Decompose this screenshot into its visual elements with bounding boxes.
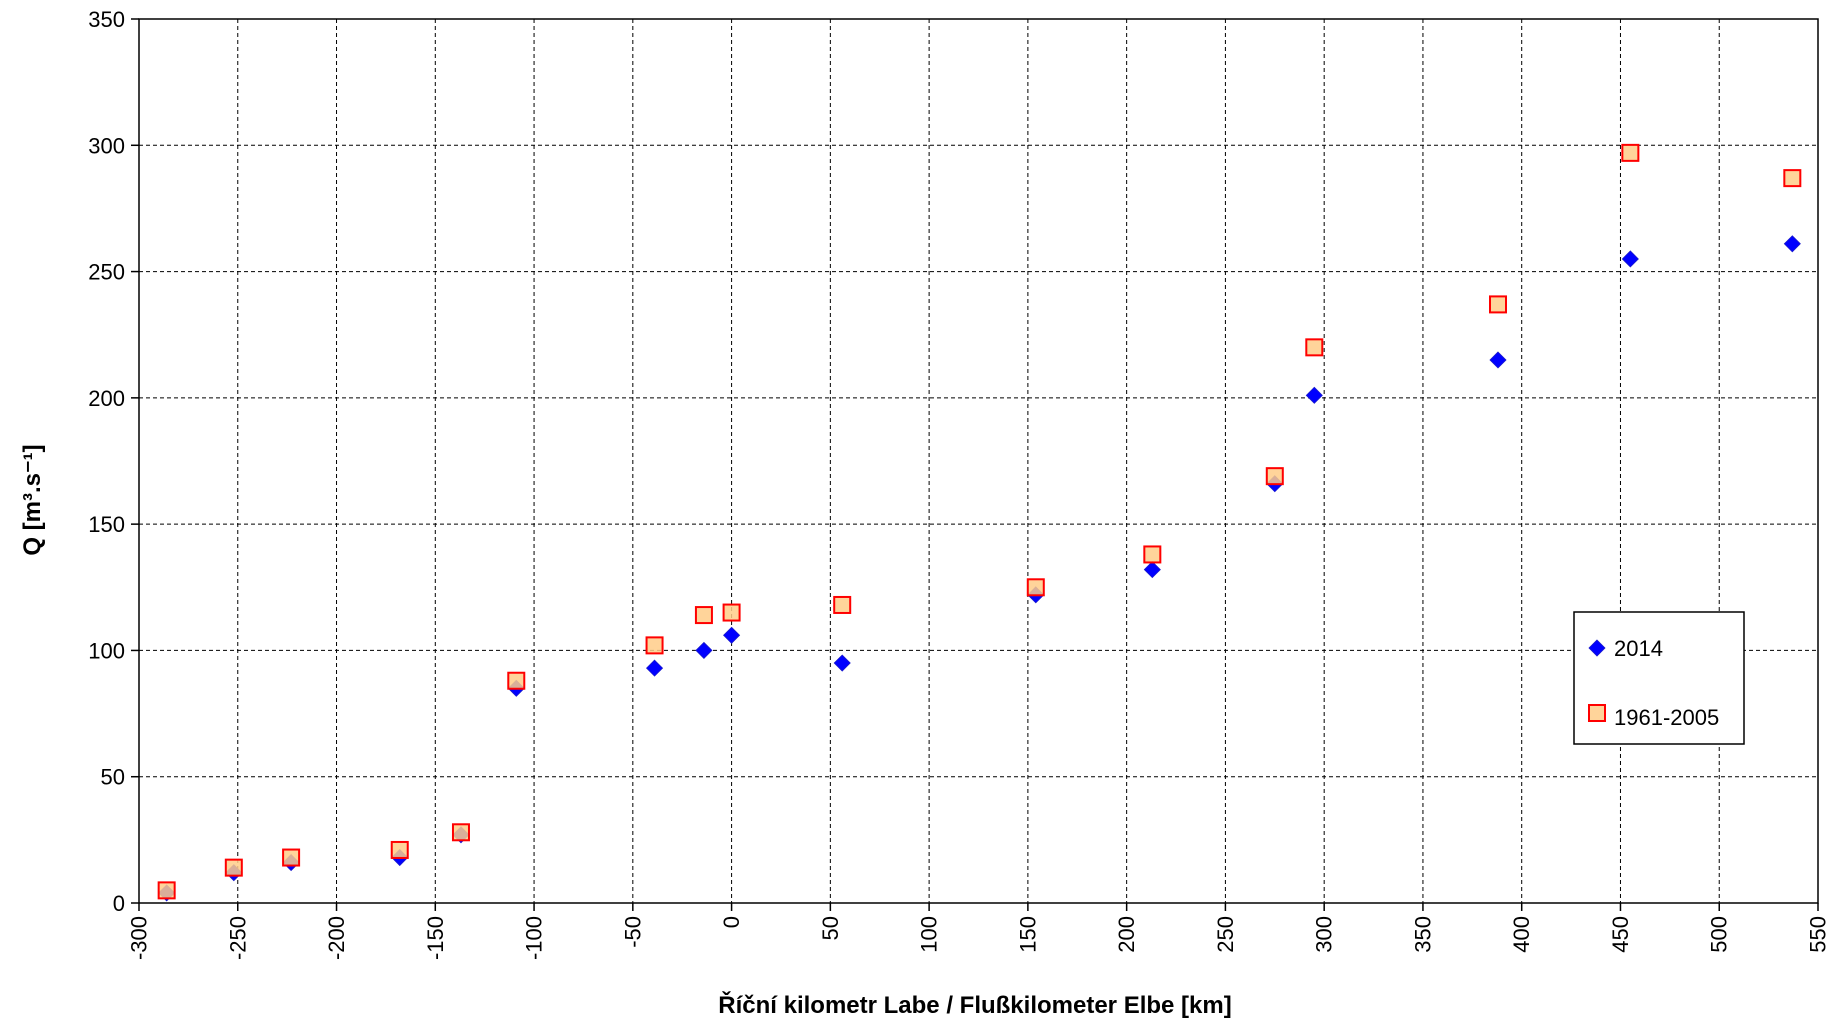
x-tick-label: 550: [1806, 916, 1831, 953]
data-point-1961-2005: [1621, 143, 1640, 162]
y-tick-label: 250: [88, 260, 125, 285]
data-point-1961-2005: [390, 840, 409, 859]
data-point-1961-2005: [1265, 467, 1284, 486]
data-point-2014: [1305, 386, 1323, 404]
data-point-1961-2005: [722, 603, 741, 622]
data-point-1961-2005: [1489, 295, 1508, 314]
data-point-2014: [1143, 561, 1161, 579]
x-tick-label: -150: [423, 916, 448, 960]
data-point-1961-2005: [833, 595, 852, 614]
x-tick-label: 250: [1213, 916, 1238, 953]
legend-marker-2014: [1588, 639, 1606, 657]
data-point-2014: [723, 626, 741, 644]
data-point-2014: [1783, 235, 1801, 253]
y-tick-label: 0: [113, 891, 125, 916]
data-point-1961-2005: [1305, 338, 1324, 357]
data-point-1961-2005: [157, 881, 176, 900]
x-tick-label: -100: [522, 916, 547, 960]
legend: 2014 1961-2005: [1573, 611, 1745, 745]
data-point-1961-2005: [1143, 545, 1162, 564]
legend-marker-1961-2005: [1588, 704, 1606, 722]
x-tick-label: 300: [1312, 916, 1337, 953]
data-point-2014: [645, 659, 664, 677]
plot-area-border: [138, 18, 1819, 904]
y-tick-label: 50: [101, 765, 125, 790]
x-tick-label: 500: [1707, 916, 1732, 953]
y-axis-title: Q [m³.s⁻¹]: [19, 444, 46, 555]
data-point-1961-2005: [282, 848, 301, 867]
y-tick-label: 100: [88, 638, 125, 663]
data-point-1961-2005: [451, 823, 470, 842]
x-tick-label: 50: [818, 916, 843, 940]
x-tick-label: -200: [324, 916, 349, 960]
series-1961-2005: [157, 143, 1802, 900]
data-point-1961-2005: [224, 858, 243, 877]
x-tick-label: -250: [225, 916, 250, 960]
data-point-1961-2005: [645, 636, 664, 655]
data-point-2014: [1489, 351, 1507, 369]
legend-label-1961-2005: 1961-2005: [1614, 705, 1719, 730]
x-tick-label: 200: [1114, 916, 1139, 953]
grid-lines: [139, 19, 1818, 903]
y-tick-label: 350: [88, 7, 125, 32]
data-point-1961-2005: [1783, 169, 1802, 188]
data-point-2014: [1621, 250, 1639, 268]
data-point-2014: [833, 654, 851, 672]
data-point-2014: [695, 641, 713, 659]
legend-diamond-icon: [1588, 639, 1606, 657]
x-tick-label: -50: [620, 916, 645, 948]
data-point-1961-2005: [694, 606, 713, 625]
legend-square-icon: [1588, 704, 1606, 722]
data-point-1961-2005: [1026, 578, 1045, 597]
legend-label-2014: 2014: [1614, 636, 1663, 661]
x-tick-label: 150: [1015, 916, 1040, 953]
x-tick-label: 400: [1509, 916, 1534, 953]
x-tick-label: 100: [917, 916, 942, 953]
y-tick-label: 300: [88, 133, 125, 158]
y-tick-label: 200: [88, 386, 125, 411]
x-tick-label: 0: [719, 916, 744, 928]
x-axis-title: Říční kilometr Labe / Flußkilometer Elbe…: [718, 991, 1231, 1019]
x-tick-label: 350: [1410, 916, 1435, 953]
y-axis-ticks: 0 50 100 150 200 250 300 350: [88, 7, 139, 916]
x-axis-ticks: -300 -250 -200 -150 -100 -50 0 50 100 150 200 250 30…: [127, 903, 1831, 960]
x-tick-label: -300: [127, 916, 152, 960]
y-tick-label: 150: [88, 512, 125, 537]
data-point-1961-2005: [507, 671, 526, 690]
x-tick-label: 450: [1608, 916, 1633, 953]
